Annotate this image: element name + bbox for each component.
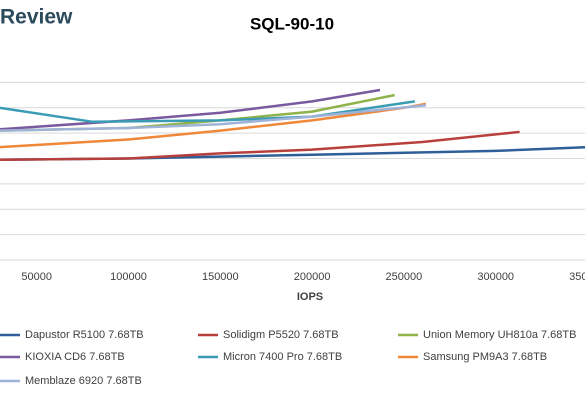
x-tick-label: 150000 — [202, 271, 239, 283]
legend-label: Samsung PM9A3 7.68TB — [423, 351, 547, 363]
x-tick-label: 350000 — [569, 271, 585, 283]
legend-label: Micron 7400 Pro 7.68TB — [223, 351, 342, 363]
legend-label: Dapustor R5100 7.68TB — [25, 329, 144, 341]
series-line — [0, 100, 416, 123]
series-line — [0, 130, 520, 162]
brand: Review — [0, 6, 73, 29]
x-tick-label: 50000 — [21, 271, 52, 283]
legend-label: Solidigm P5520 7.68TB — [223, 329, 339, 341]
x-tick-label: 100000 — [110, 271, 147, 283]
legend-label: Memblaze 6920 7.68TB — [25, 375, 142, 387]
x-axis-label: IOPS — [297, 291, 323, 303]
x-tick-label: 300000 — [477, 271, 514, 283]
chart-title: SQL-90-10 — [250, 14, 334, 33]
legend-label: Union Memory UH810a 7.68TB — [423, 329, 576, 341]
legend-label: KIOXIA CD6 7.68TB — [25, 351, 125, 363]
series-line — [0, 88, 381, 131]
series-line — [0, 103, 427, 132]
x-tick-label: 250000 — [386, 271, 423, 283]
x-tick-label: 200000 — [294, 271, 331, 283]
